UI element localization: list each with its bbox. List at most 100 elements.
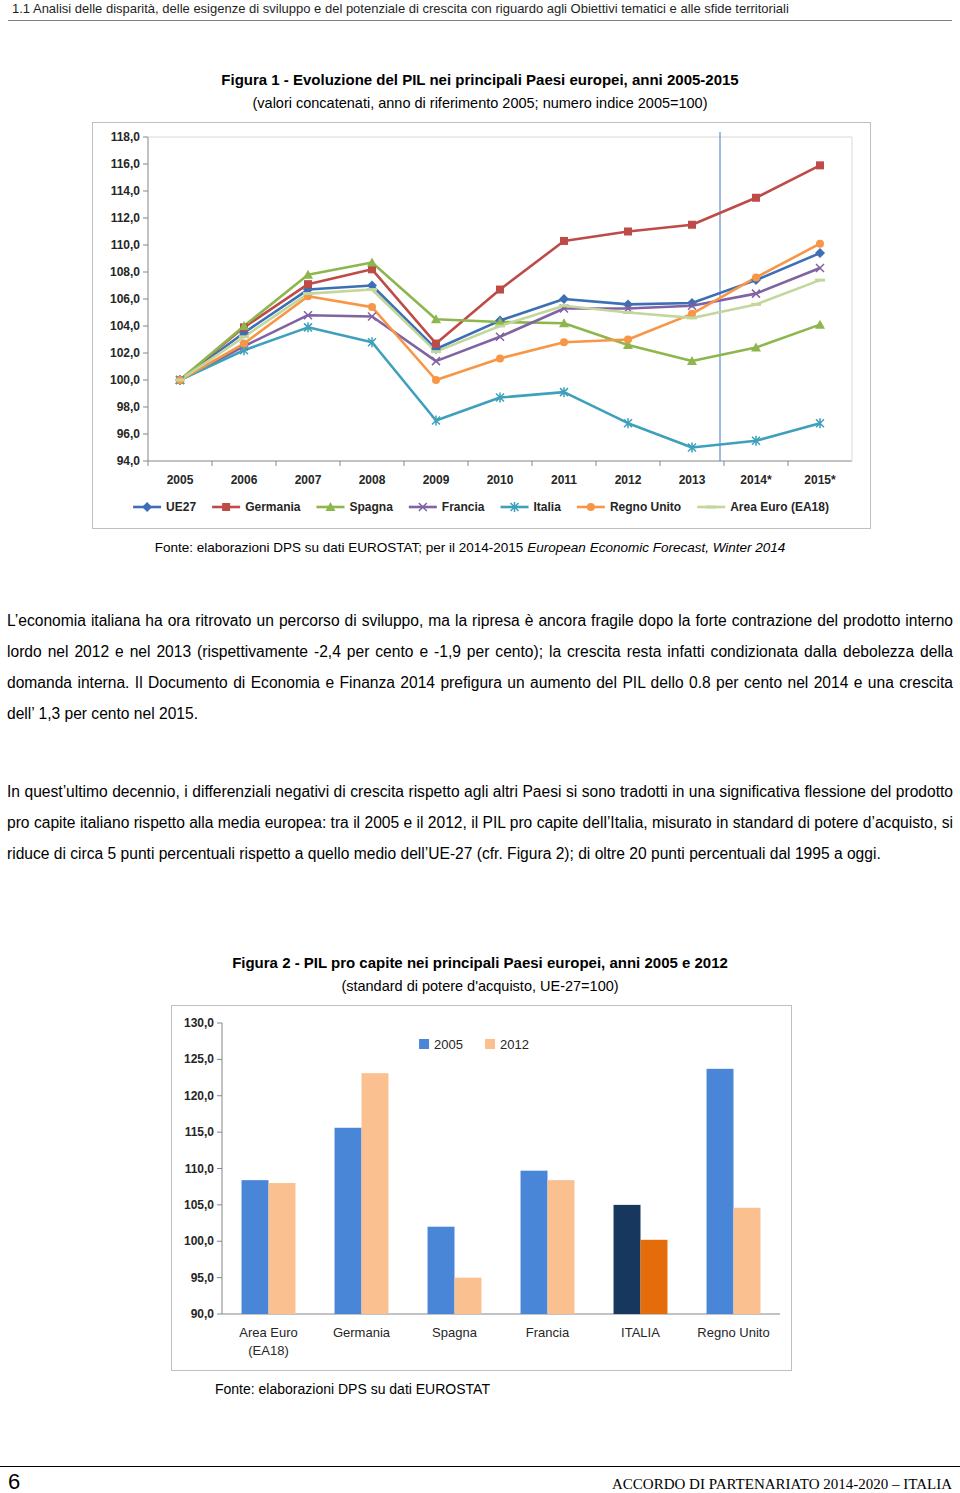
y-tick: [217, 1204, 222, 1205]
y-tick-label: 120,0: [184, 1089, 214, 1103]
x-tick-label: 2005: [167, 473, 194, 487]
label-line: ITALIA: [621, 1325, 660, 1340]
source-part: Fonte: elaborazioni DPS su dati EUROSTAT…: [155, 540, 524, 555]
legend-label: Regno Unito: [610, 500, 681, 514]
x-tick-label: 2013: [679, 473, 706, 487]
marker: [432, 376, 440, 384]
marker: [222, 503, 230, 511]
legend-label: Area Euro (EA18): [730, 500, 829, 514]
marker: [815, 320, 825, 329]
marker: [304, 322, 312, 332]
chart-title: Figura 2 - PIL pro capite nei principali…: [232, 954, 728, 971]
marker: [419, 503, 427, 511]
marker: [511, 502, 519, 512]
footer-rule: [0, 1466, 960, 1467]
label-line: Germania: [333, 1325, 391, 1340]
legend-entry: 2005: [419, 1037, 463, 1052]
y-tick-label: 104,0: [110, 319, 140, 333]
marker: [816, 161, 824, 169]
series-line: [180, 253, 820, 380]
legend-entry: 2012: [485, 1037, 529, 1052]
series-line: [180, 244, 820, 380]
marker: [706, 506, 716, 509]
x-tick-label: 2007: [295, 473, 322, 487]
marker: [304, 280, 312, 288]
marker: [368, 337, 376, 347]
y-tick: [143, 191, 148, 192]
bar: [548, 1180, 575, 1314]
series-line: [180, 327, 820, 447]
y-tick: [143, 272, 148, 273]
marker: [303, 270, 313, 279]
header-rule: [8, 20, 952, 21]
marker: [752, 290, 760, 298]
x-tick: [276, 461, 277, 466]
marker: [559, 294, 569, 304]
chart-subtitle: (valori concatenati, anno di riferimento…: [252, 95, 707, 111]
marker: [688, 302, 696, 310]
marker: [175, 375, 185, 385]
marker: [752, 194, 760, 202]
legend-swatch: [419, 1039, 429, 1049]
legend-swatch: [485, 1039, 495, 1049]
marker: [560, 387, 568, 397]
y-tick: [217, 1168, 222, 1169]
marker: [304, 292, 312, 300]
y-tick: [143, 326, 148, 327]
y-tick: [143, 434, 148, 435]
marker: [752, 436, 760, 446]
section-header: 1.1 Analisi delle disparità, delle esige…: [12, 1, 789, 16]
marker: [688, 310, 696, 318]
x-tick-label: Germania: [333, 1325, 391, 1340]
marker: [176, 376, 184, 384]
marker: [496, 286, 504, 294]
page-number: 6: [8, 1469, 20, 1493]
marker: [560, 338, 568, 346]
marker: [751, 303, 761, 306]
x-tick: [404, 461, 405, 466]
legend-label: 2012: [500, 1037, 529, 1052]
marker: [559, 318, 569, 327]
label-line: Area Euro: [239, 1325, 298, 1340]
source-part: European Economic Forecast, Winter 2014: [527, 540, 785, 555]
label-line: Francia: [526, 1325, 570, 1340]
y-tick-label: 110,0: [111, 238, 141, 252]
legend-entry: Spagna: [316, 500, 393, 514]
legend-label: 2005: [434, 1037, 463, 1052]
marker: [176, 376, 184, 384]
marker: [496, 333, 504, 341]
x-tick-label: 2011: [551, 473, 577, 487]
legend-label: Italia: [534, 500, 562, 514]
y-tick-label: 105,0: [184, 1198, 214, 1212]
marker: [624, 304, 632, 312]
marker: [367, 281, 377, 291]
y-tick-label: 110,0: [185, 1162, 215, 1176]
bar: [428, 1227, 455, 1314]
chart-frame: [93, 123, 871, 529]
legend: 2005 2012: [419, 1037, 529, 1052]
marker: [240, 340, 248, 348]
y-tick: [217, 1241, 222, 1242]
y-tick: [143, 164, 148, 165]
marker: [142, 502, 152, 512]
y-tick: [143, 353, 148, 354]
legend-entry: UE27: [133, 500, 196, 514]
bar: [242, 1180, 269, 1314]
y-tick-label: 90,0: [191, 1307, 215, 1321]
chart-subtitle: (standard di potere d'acquisto, UE-27=10…: [341, 978, 618, 994]
marker: [367, 258, 377, 267]
x-tick: [212, 461, 213, 466]
marker: [432, 357, 440, 365]
marker: [496, 354, 504, 362]
y-tick: [217, 1059, 222, 1060]
y-tick-label: 96,0: [117, 427, 141, 441]
legend-label: Germania: [245, 500, 301, 514]
label-line: Regno Unito: [697, 1325, 769, 1340]
chart-frame: [172, 1006, 792, 1371]
marker: [624, 228, 632, 236]
y-tick-label: 115,0: [185, 1125, 215, 1139]
y-tick-label: 94,0: [117, 454, 141, 468]
legend-entry: Italia: [501, 500, 562, 514]
plot-frame: [148, 137, 852, 138]
marker: [587, 503, 595, 511]
